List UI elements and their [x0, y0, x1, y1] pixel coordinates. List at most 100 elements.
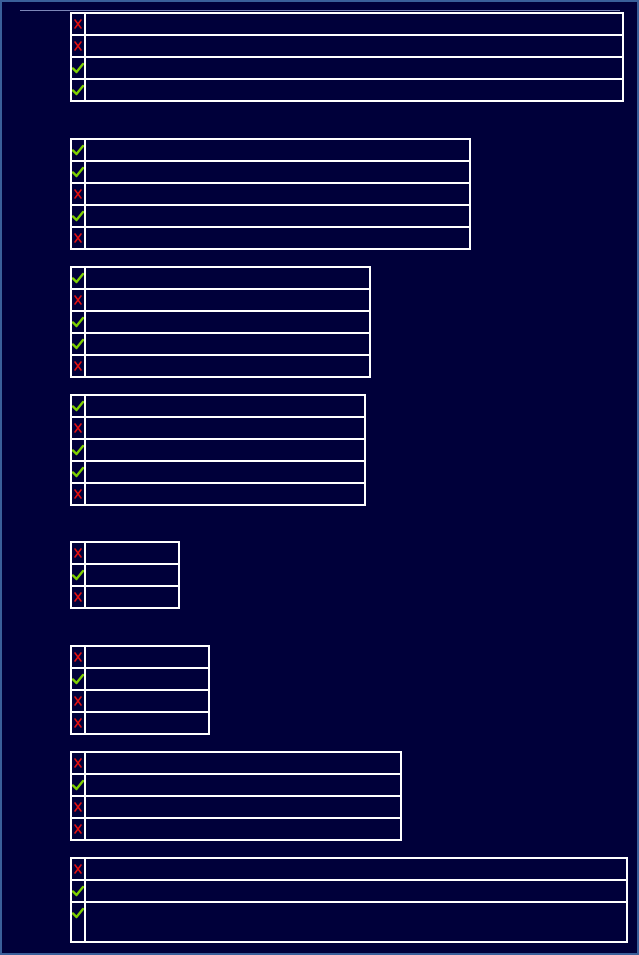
result-row [70, 751, 402, 775]
check-icon [71, 776, 85, 791]
result-mark-cell [70, 332, 86, 356]
answer-cell [84, 689, 210, 713]
result-mark-cell [70, 585, 86, 609]
cross-icon [72, 15, 84, 29]
result-row [70, 711, 210, 735]
result-row [70, 585, 180, 609]
result-mark-cell [70, 482, 86, 506]
result-row [70, 266, 371, 290]
cross-icon [72, 229, 84, 243]
result-row [70, 354, 371, 378]
result-mark-cell [70, 667, 86, 691]
result-mark-cell [70, 689, 86, 713]
result-row [70, 541, 180, 565]
cross-icon [72, 692, 84, 706]
check-icon [71, 670, 85, 685]
cross-icon [72, 291, 84, 305]
result-row [70, 901, 628, 943]
check-icon [71, 441, 85, 456]
answer-cell [84, 204, 471, 228]
result-mark-cell [70, 182, 86, 206]
result-mark-cell [70, 226, 86, 250]
result-row [70, 563, 180, 587]
result-row [70, 160, 471, 184]
question-group [70, 138, 471, 250]
result-mark-cell [70, 34, 86, 58]
question-group [70, 857, 628, 943]
answer-cell [84, 354, 371, 378]
result-row [70, 438, 366, 462]
result-row [70, 394, 366, 418]
answer-cell [84, 226, 471, 250]
answer-cell [84, 645, 210, 669]
answer-cell [84, 394, 366, 418]
result-row [70, 310, 371, 334]
result-mark-cell [70, 773, 86, 797]
answer-cell [84, 266, 371, 290]
result-mark-cell [70, 160, 86, 184]
result-row [70, 817, 402, 841]
answer-cell [84, 541, 180, 565]
result-row [70, 226, 471, 250]
answer-cell [84, 460, 366, 484]
answer-cell [84, 751, 402, 775]
answer-cell [84, 182, 471, 206]
result-mark-cell [70, 78, 86, 102]
result-mark-cell [70, 394, 86, 418]
result-mark-cell [70, 541, 86, 565]
result-mark-cell [70, 751, 86, 775]
result-mark-cell [70, 354, 86, 378]
result-row [70, 416, 366, 440]
cross-icon [72, 754, 84, 768]
cross-icon [72, 714, 84, 728]
result-row [70, 879, 628, 903]
result-row [70, 332, 371, 356]
result-mark-cell [70, 645, 86, 669]
answer-cell [84, 78, 624, 102]
result-mark-cell [70, 711, 86, 735]
result-row [70, 12, 624, 36]
cross-icon [72, 419, 84, 433]
answer-cell [84, 901, 628, 943]
result-row [70, 34, 624, 58]
result-row [70, 482, 366, 506]
question-group [70, 751, 402, 841]
cross-icon [72, 544, 84, 558]
result-row [70, 857, 628, 881]
result-mark-cell [70, 12, 86, 36]
check-icon [71, 269, 85, 284]
question-group [70, 541, 180, 609]
check-icon [71, 207, 85, 222]
answer-cell [84, 288, 371, 312]
check-icon [71, 882, 85, 897]
result-mark-cell [70, 460, 86, 484]
check-icon [71, 397, 85, 412]
result-mark-cell [70, 857, 86, 881]
result-row [70, 288, 371, 312]
result-mark-cell [70, 204, 86, 228]
answer-cell [84, 438, 366, 462]
check-icon [71, 313, 85, 328]
result-mark-cell [70, 288, 86, 312]
result-row [70, 645, 210, 669]
check-icon [71, 141, 85, 156]
answer-cell [84, 310, 371, 334]
cross-icon [72, 357, 84, 371]
answer-cell [84, 857, 628, 881]
check-icon [71, 904, 85, 919]
result-mark-cell [70, 310, 86, 334]
result-mark-cell [70, 266, 86, 290]
answer-cell [84, 667, 210, 691]
answer-cell [84, 585, 180, 609]
cross-icon [72, 648, 84, 662]
result-row [70, 773, 402, 797]
result-mark-cell [70, 901, 86, 943]
question-group [70, 394, 366, 506]
answer-cell [84, 482, 366, 506]
result-row [70, 667, 210, 691]
answer-cell [84, 711, 210, 735]
answer-cell [84, 138, 471, 162]
cross-icon [72, 860, 84, 874]
result-row [70, 795, 402, 819]
question-group [70, 12, 624, 102]
